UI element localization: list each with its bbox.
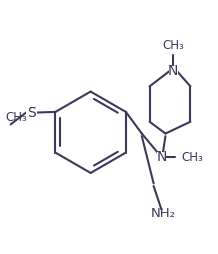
Text: N: N [168,64,179,77]
FancyBboxPatch shape [157,152,166,162]
Text: CH₃: CH₃ [181,151,203,164]
FancyBboxPatch shape [169,66,178,75]
Text: NH₂: NH₂ [150,207,175,220]
FancyBboxPatch shape [26,108,37,117]
Text: N: N [168,64,179,77]
Text: CH₃: CH₃ [6,111,28,124]
Text: S: S [27,106,36,120]
Text: CH₃: CH₃ [162,39,184,52]
Text: N: N [156,150,167,164]
Text: S: S [27,106,36,120]
Text: N: N [156,150,167,164]
